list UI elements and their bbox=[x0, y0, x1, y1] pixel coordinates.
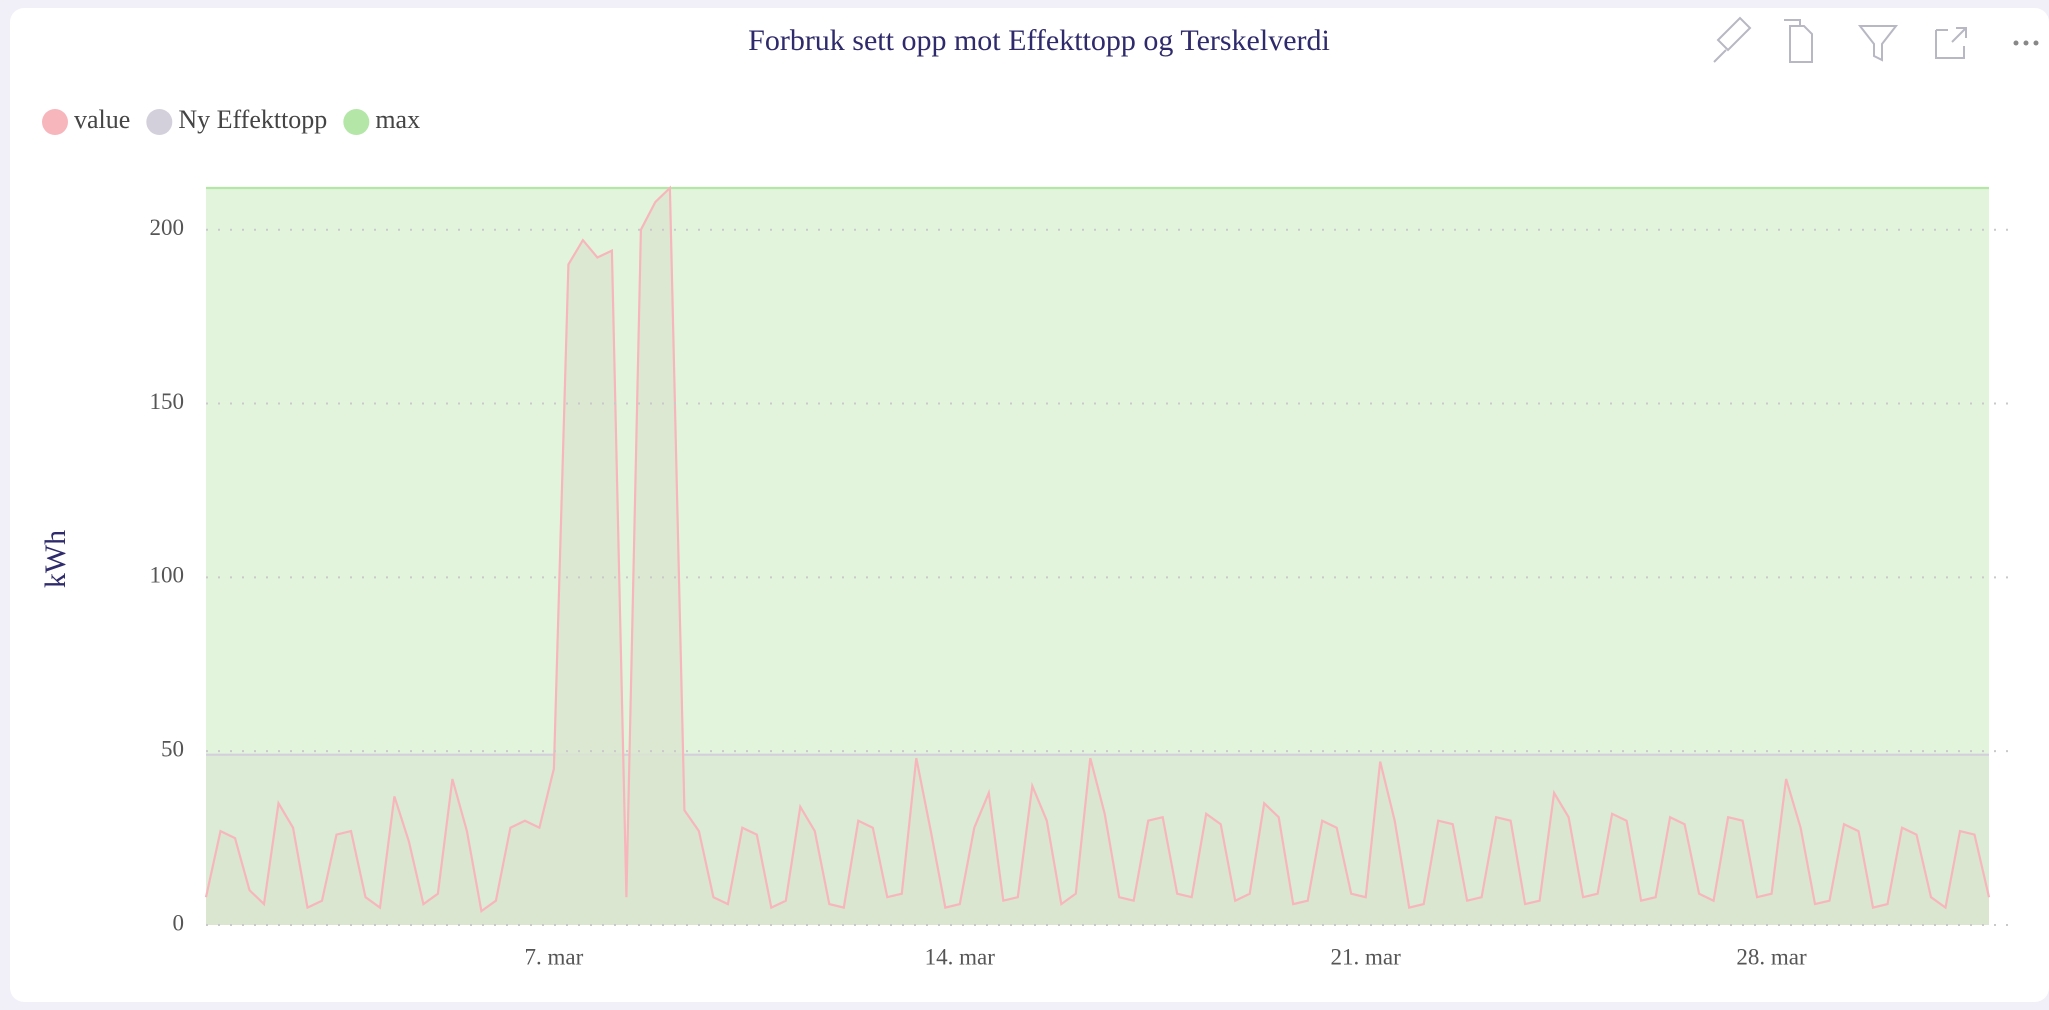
x-tick-label: 21. mar bbox=[1331, 944, 1402, 969]
x-tick-label: 7. mar bbox=[525, 944, 584, 969]
pin-icon[interactable] bbox=[1713, 16, 1752, 63]
x-tick-label: 14. mar bbox=[925, 944, 996, 969]
legend-label: value bbox=[74, 105, 130, 134]
copy-icon[interactable] bbox=[1784, 19, 1813, 63]
more-icon[interactable] bbox=[2013, 40, 2039, 46]
y-axis-label: kWh bbox=[39, 530, 72, 588]
y-tick-label: 200 bbox=[150, 215, 185, 240]
toolbar bbox=[1713, 16, 2039, 63]
legend-swatch bbox=[343, 109, 370, 135]
legend-swatch bbox=[42, 109, 68, 135]
x-tick-label: 28. mar bbox=[1736, 944, 1807, 969]
y-tick-label: 150 bbox=[150, 389, 185, 414]
legend-swatch bbox=[146, 109, 173, 135]
chart-title: Forbruk sett opp mot Effekttopp og Tersk… bbox=[748, 24, 1330, 57]
y-tick-label: 100 bbox=[150, 563, 185, 588]
series-line bbox=[204, 185, 1991, 914]
legend-label: max bbox=[375, 105, 420, 134]
area-fill bbox=[206, 188, 1989, 925]
filter-icon[interactable] bbox=[1857, 25, 1899, 62]
y-tick-label: 50 bbox=[161, 736, 184, 761]
y-tick-label: 0 bbox=[173, 910, 185, 935]
legend-label: Ny Effekttopp bbox=[178, 105, 327, 134]
expand-icon[interactable] bbox=[1935, 27, 1967, 59]
